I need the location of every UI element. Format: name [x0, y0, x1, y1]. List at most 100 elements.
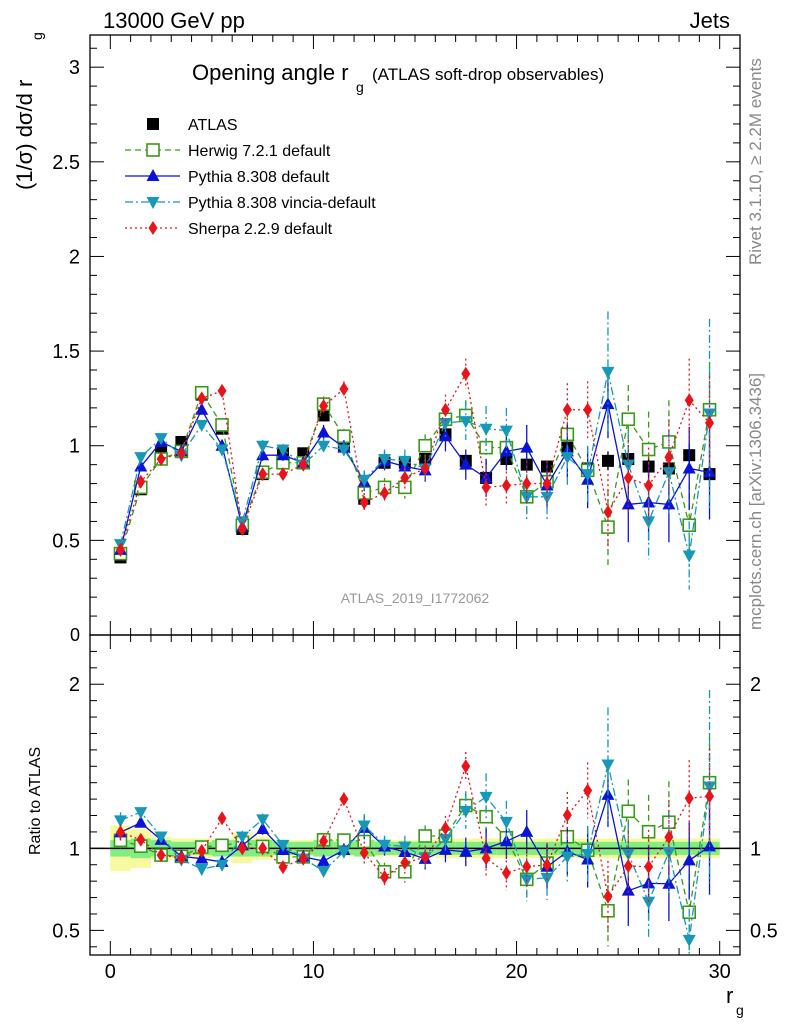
point-vincia	[357, 474, 371, 487]
ratio-point-sherpa	[319, 834, 329, 849]
ratio-point-vincia	[235, 831, 249, 844]
point-pythia	[195, 402, 209, 415]
point-pythia	[621, 497, 635, 510]
point-vincia	[154, 433, 168, 446]
ratio-point-sherpa	[603, 889, 613, 904]
point-sherpa	[583, 402, 593, 417]
point-herwig	[601, 520, 615, 534]
ratio-point-vincia	[378, 839, 392, 852]
y-tick-label: 3	[69, 57, 80, 79]
analysis-watermark: ATLAS_2019_I1772062	[341, 590, 490, 606]
ratio-y-tick-label-right: 2	[750, 674, 761, 696]
point-sherpa	[258, 467, 268, 482]
ratio-point-sherpa	[461, 759, 471, 774]
x-tick-label: 20	[505, 961, 527, 983]
ratio-point-pythia	[479, 841, 493, 854]
ratio-point-vincia	[459, 805, 473, 818]
chart-title: Opening angle r	[192, 60, 349, 85]
ratio-point-vincia	[662, 847, 676, 860]
point-sherpa	[217, 383, 227, 398]
point-vincia	[459, 416, 473, 429]
ratio-point-sherpa	[501, 866, 511, 881]
legend: ATLAS Herwig 7.2.1 default Pythia 8.308 de…	[125, 117, 376, 238]
ratio-plot-frame	[89, 634, 741, 956]
legend-marker-sherpa	[148, 221, 158, 235]
point-sherpa	[440, 402, 450, 417]
ratio-point-sherpa	[176, 850, 186, 865]
ratio-point-vincia	[438, 834, 452, 847]
ratio-point-sherpa	[339, 792, 349, 807]
ratio-point-herwig	[215, 838, 229, 853]
ratio-point-sherpa	[217, 811, 227, 826]
ratio-point-pythia	[134, 815, 148, 828]
legend-marker-vincia	[146, 197, 160, 209]
legend-marker-herwig	[146, 143, 160, 157]
point-pythia	[499, 444, 513, 457]
point-sherpa	[237, 522, 247, 537]
point-sherpa	[380, 486, 390, 501]
ratio-point-vincia	[479, 791, 493, 804]
ratio-point-sherpa	[623, 858, 633, 873]
ratio-point-sherpa	[156, 848, 166, 863]
point-vincia	[581, 469, 595, 482]
point-vincia	[276, 444, 290, 457]
point-sherpa	[461, 366, 471, 381]
ratio-point-sherpa	[583, 783, 593, 798]
point-herwig	[215, 418, 229, 432]
ratio-point-pythia	[682, 853, 696, 866]
point-pythia	[459, 457, 473, 470]
ratio-y-tick-label-left: 0.5	[52, 920, 80, 942]
series-line-sherpa	[119, 371, 711, 551]
point-sherpa	[644, 478, 654, 493]
point-sherpa	[542, 476, 552, 491]
point-vincia	[317, 440, 331, 453]
chart-title-suffix: (ATLAS soft-drop observables)	[372, 65, 604, 84]
legend-label-vincia: Pythia 8.308 vincia-default	[188, 195, 376, 212]
point-sherpa	[603, 504, 613, 519]
ratio-point-sherpa	[705, 789, 715, 804]
ratio-point-vincia	[601, 759, 615, 772]
ratio-point-sherpa	[258, 841, 268, 856]
ratio-point-vincia	[642, 896, 656, 909]
header-analysis-label: Jets	[689, 8, 730, 33]
ratio-point-sherpa	[522, 859, 532, 874]
legend-label-pythia: Pythia 8.308 default	[188, 169, 330, 186]
point-sherpa	[522, 476, 532, 491]
legend-label-atlas: ATLAS	[188, 117, 238, 134]
ratio-point-sherpa	[197, 843, 207, 858]
point-pythia	[520, 440, 534, 453]
y-tick-label: 2.5	[52, 152, 80, 174]
ratio-point-vincia	[682, 934, 696, 947]
point-pythia	[479, 470, 493, 483]
ratio-point-vincia	[337, 846, 351, 859]
ratio-y-axis-label: Ratio to ATLAS	[27, 747, 44, 855]
point-sherpa	[339, 381, 349, 396]
point-vincia	[662, 467, 676, 480]
point-vincia	[499, 425, 513, 438]
point-pythia	[662, 497, 676, 510]
ratio-y-tick-label-right: 0.5	[750, 920, 778, 942]
x-tick-label: 10	[302, 961, 324, 983]
point-sherpa	[136, 474, 146, 489]
ratio-point-vincia	[581, 848, 595, 861]
ratio-point-herwig	[418, 829, 432, 843]
ratio-point-sherpa	[481, 851, 491, 866]
point-herwig	[621, 412, 636, 427]
point-pythia	[682, 461, 696, 474]
ratio-point-sherpa	[115, 825, 125, 840]
ratio-point-sherpa	[644, 859, 654, 874]
ratio-point-vincia	[195, 864, 209, 877]
ratio-point-vincia	[134, 807, 148, 820]
point-sherpa	[501, 478, 511, 493]
point-herwig	[418, 438, 432, 453]
y-tick-label: 0.5	[52, 530, 80, 552]
ratio-point-pythia	[520, 824, 534, 837]
ratio-point-sherpa	[136, 832, 146, 847]
ratio-point-vincia	[113, 815, 127, 828]
point-vincia	[337, 444, 351, 457]
ratio-point-pythia	[621, 883, 635, 896]
point-sherpa	[420, 461, 430, 476]
ratio-point-vincia	[398, 841, 412, 854]
ratio-point-sherpa	[440, 821, 450, 836]
